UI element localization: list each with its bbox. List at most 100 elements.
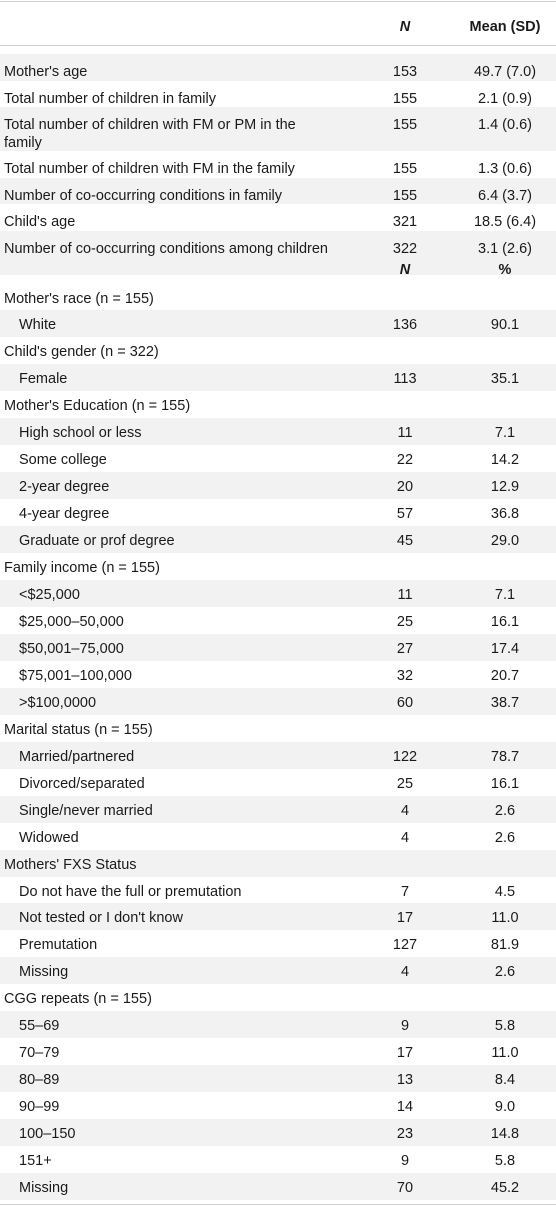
table-row: Premutation 127 81.9	[0, 930, 556, 957]
row-percent: 2.6	[494, 829, 516, 846]
group-header-row: CGG repeats (n = 155)	[0, 984, 556, 1011]
table-row: 151+ 9 5.8	[0, 1146, 556, 1173]
table-row: Missing 70 45.2	[0, 1173, 556, 1200]
row-n: 25	[396, 613, 414, 630]
table-row: $75,001–100,000 32 20.7	[0, 661, 556, 688]
row-label-text: Female	[19, 371, 68, 388]
table-row: Missing 4 2.6	[0, 957, 556, 985]
row-label-text: Mothers' FXS Status	[4, 856, 137, 873]
row-label: $25,000–50,000	[19, 613, 349, 631]
row-label-text: Do not have the full or premutation	[19, 883, 242, 900]
header-rule	[0, 45, 556, 46]
row-percent: 7.1	[494, 425, 516, 442]
table-row: Married/partnered 122 78.7	[0, 741, 556, 769]
row-label-text: >$100,0000	[19, 694, 97, 711]
table-row: High school or less 11 7.1	[0, 418, 556, 446]
row-label-text: Family income	[4, 560, 98, 577]
row-label: Total number of children with FM or PM i…	[4, 117, 296, 151]
group-n-note: n = 155	[99, 721, 148, 738]
row-percent: 29.0	[490, 533, 520, 550]
row-n: 4	[400, 802, 410, 819]
row-label: White	[19, 316, 349, 334]
row-label: Missing	[19, 963, 349, 981]
row-label: Child's age	[4, 214, 76, 230]
row-percent: 14.8	[490, 1126, 520, 1143]
row-mean-sd: 6.4 (3.7)	[478, 187, 532, 204]
row-percent: 5.8	[494, 1153, 516, 1170]
row-label: 55–69	[19, 1017, 349, 1035]
table-row: 90–99 14 9.0	[0, 1092, 556, 1119]
row-mean-sd: 3.1 (2.6)	[478, 240, 532, 257]
row-label-text: Marital status	[4, 721, 91, 738]
subheader-percent: %	[498, 261, 512, 278]
row-n: 70	[396, 1180, 414, 1197]
row-percent: 81.9	[490, 937, 520, 954]
row-percent: 2.6	[494, 802, 516, 819]
row-n: 321	[392, 214, 418, 230]
row-percent: 78.7	[490, 748, 520, 765]
top-rule	[0, 1, 556, 2]
group-header-row: Mothers' FXS Status	[0, 849, 556, 877]
group-n-note: n = 322	[105, 344, 154, 361]
table-row: Total number of children in family 155 2.1…	[0, 81, 556, 108]
row-label: Some college	[19, 451, 349, 469]
row-label-text: Widowed	[19, 829, 79, 846]
group-header-row: Mother's Education (n = 155)	[0, 391, 556, 418]
row-label: Mothers' FXS Status	[4, 856, 334, 874]
table-row: 80–89 13 8.4	[0, 1065, 556, 1093]
row-n: 155	[392, 161, 418, 177]
row-n: 14	[396, 1099, 414, 1116]
table-row: Total number of children with FM or PM i…	[0, 107, 556, 151]
row-mean-sd: 18.5 (6.4)	[473, 214, 537, 230]
row-label-text: <$25,000	[19, 587, 80, 603]
row-n: 25	[396, 775, 414, 792]
row-percent: 2.6	[494, 964, 516, 981]
subheader-n: N	[399, 261, 411, 278]
row-label-text: High school or less	[19, 425, 142, 442]
row-n: 23	[396, 1126, 414, 1143]
row-label-text: White	[19, 317, 57, 334]
row-n: 11	[397, 425, 413, 442]
row-label: Total number of children with FM in the …	[4, 161, 295, 177]
row-label-text: Child's gender	[4, 344, 97, 361]
row-percent: 90.1	[490, 317, 520, 334]
row-label: Number of co-occurring conditions in fam…	[4, 187, 283, 204]
table-row: Single/never married 4 2.6	[0, 795, 556, 823]
row-label-text: Graduate or prof degree	[19, 533, 175, 550]
table-row: Total number of children with FM in the …	[0, 151, 556, 178]
row-label: Total number of children in family	[4, 90, 216, 107]
table-row: >$100,0000 60 38.7	[0, 687, 556, 715]
table-row: 70–79 17 11.0	[0, 1038, 556, 1065]
row-n: 20	[396, 479, 414, 496]
row-label-text: Married/partnered	[19, 748, 135, 765]
row-label-text: 2-year degree	[19, 479, 110, 496]
header-mean-sd: Mean (SD)	[469, 19, 541, 35]
row-label: Married/partnered	[19, 748, 349, 766]
row-percent: 11.0	[491, 1045, 519, 1062]
row-label-text: Single/never married	[19, 802, 153, 819]
table-row: Widowed 4 2.6	[0, 823, 556, 850]
group-n-note: n = 155	[100, 290, 150, 307]
row-n: 17	[396, 910, 414, 927]
row-label: Missing	[19, 1179, 349, 1197]
table-row: Not tested or I don't know 17 11.0	[0, 903, 556, 931]
row-mean-sd: 1.4 (0.6)	[478, 117, 532, 133]
row-n: 155	[392, 117, 418, 133]
row-mean-sd: 2.1 (0.9)	[478, 90, 532, 107]
row-n: 22	[396, 452, 414, 469]
row-percent: 35.1	[490, 371, 520, 388]
row-label-text: Premutation	[19, 937, 98, 954]
table-row: <$25,000 11 7.1	[0, 580, 556, 607]
row-percent: 8.4	[494, 1072, 516, 1089]
row-label: 151+	[19, 1152, 349, 1170]
row-n: 17	[396, 1045, 414, 1062]
table-row: Divorced/separated 25 16.1	[0, 769, 556, 796]
row-percent: 11.0	[491, 910, 519, 927]
row-label: Number of co-occurring conditions among …	[4, 240, 328, 257]
row-label: Child's gender (n = 322)	[4, 344, 159, 361]
row-n: 136	[392, 317, 418, 334]
row-n: 113	[393, 371, 417, 388]
row-label-text: Some college	[19, 452, 107, 469]
row-label-text: 70–79	[19, 1045, 60, 1062]
